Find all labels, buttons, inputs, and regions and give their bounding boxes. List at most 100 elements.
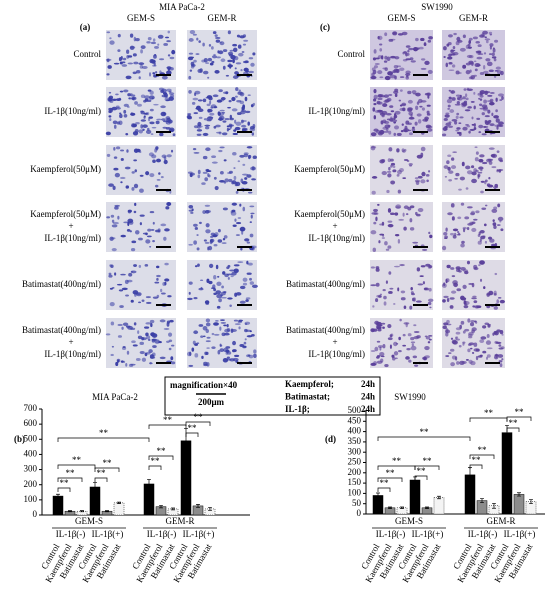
cell [467, 318, 471, 323]
cell [232, 132, 238, 136]
cell [232, 43, 238, 47]
cell [373, 102, 377, 106]
cell [462, 126, 468, 131]
error-bar [105, 510, 109, 513]
panel-label: (c) [320, 22, 330, 32]
group-label: GEM-S [75, 516, 103, 526]
cell [420, 37, 425, 42]
cell [499, 363, 503, 368]
cell [194, 227, 198, 230]
cell [456, 127, 461, 130]
cell [227, 106, 231, 109]
cell [193, 330, 199, 335]
cell [465, 359, 469, 361]
row-label: Kaempferol(50μM) [30, 164, 101, 174]
cell [238, 89, 241, 92]
cell [144, 264, 149, 267]
cell [463, 100, 468, 104]
cell [147, 228, 152, 232]
cell [459, 47, 466, 52]
cell [392, 70, 397, 74]
cell [447, 154, 452, 158]
cell [111, 219, 115, 223]
cell [132, 71, 137, 75]
cell [382, 67, 387, 70]
cell [205, 209, 212, 213]
error-bar [196, 504, 200, 508]
cell [218, 149, 223, 153]
cell [446, 323, 452, 326]
error-bar [425, 506, 429, 509]
cell [390, 110, 395, 113]
cell [408, 162, 413, 166]
cell [370, 146, 377, 149]
cell [382, 119, 387, 124]
cell [134, 202, 137, 207]
cell [157, 34, 164, 39]
cell [239, 300, 246, 304]
cell [215, 290, 222, 295]
cell [396, 174, 400, 177]
row-label: + [332, 221, 337, 231]
micrograph [187, 202, 257, 252]
cell [128, 272, 133, 277]
cell [496, 170, 499, 173]
cell [451, 275, 456, 278]
cell [231, 202, 238, 206]
cell [397, 33, 404, 36]
cell [409, 132, 413, 136]
cell [161, 75, 168, 80]
cell [370, 132, 377, 137]
cell [413, 324, 417, 327]
cell [467, 348, 471, 353]
cell [123, 89, 129, 93]
cell [159, 58, 165, 61]
cell [149, 108, 154, 112]
cell [211, 346, 216, 350]
cell [415, 105, 419, 110]
cell [383, 94, 389, 98]
cell [384, 75, 391, 81]
cell [250, 62, 255, 67]
cell [145, 332, 149, 337]
cell [477, 93, 481, 96]
significance-label: ** [188, 423, 198, 433]
cell [188, 52, 194, 55]
cell [379, 233, 385, 236]
cell [500, 346, 505, 350]
cell [166, 154, 172, 158]
cell [379, 76, 384, 79]
cell [205, 223, 210, 228]
cell [376, 294, 381, 298]
cell [450, 348, 455, 352]
cell [127, 218, 134, 223]
cell [148, 349, 153, 354]
y-tick-label: 300 [24, 464, 38, 474]
cell [408, 359, 412, 363]
cell [239, 285, 246, 290]
cell [417, 283, 424, 286]
cell [493, 355, 499, 360]
cell [480, 190, 484, 194]
cell [153, 103, 159, 106]
cell [111, 237, 116, 240]
cell [224, 328, 230, 333]
cell [242, 345, 247, 348]
cell [498, 157, 503, 162]
cell [471, 282, 475, 288]
cell [427, 341, 431, 344]
cell [188, 291, 191, 295]
cell [499, 299, 505, 304]
cell [204, 124, 211, 127]
cell [388, 117, 394, 122]
cell [477, 50, 481, 54]
cell [497, 297, 502, 299]
cell [168, 96, 174, 101]
cell [390, 116, 393, 119]
cell [494, 39, 499, 43]
cell [154, 184, 159, 188]
cell [491, 166, 497, 169]
cell [499, 220, 502, 223]
cell [442, 299, 446, 303]
cell [212, 31, 217, 34]
